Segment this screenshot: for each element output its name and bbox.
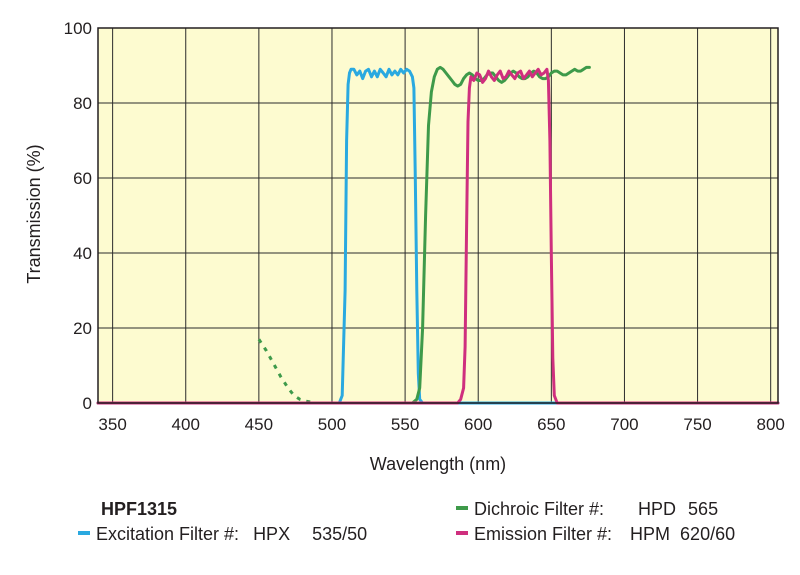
x-tick-labels: 350 400 450 500 550 600 650 700 750 800 — [98, 415, 784, 434]
x-tick-label-400: 400 — [172, 415, 200, 434]
x-tick-label-350: 350 — [98, 415, 126, 434]
y-axis-label: Transmission (%) — [24, 144, 44, 283]
legend-dichroic-prefix: HPD — [638, 499, 677, 519]
legend-emission-swatch — [456, 531, 468, 536]
plot-background — [98, 28, 778, 403]
legend-emission-value: 620/60 — [680, 524, 736, 544]
x-tick-label-750: 750 — [683, 415, 711, 434]
x-tick-label-600: 600 — [464, 415, 492, 434]
y-tick-label-100: 100 — [64, 19, 92, 38]
legend-title-text: HPF1315 — [101, 499, 178, 519]
series-line-1 — [96, 65, 591, 405]
axis-frame — [97, 27, 779, 404]
legend-emission: Emission Filter #: HPM 620/60 — [456, 524, 735, 545]
x-tick-label-450: 450 — [245, 415, 273, 434]
x-tick-label-500: 500 — [318, 415, 346, 434]
plot-area — [98, 28, 778, 403]
x-tick-label-650: 650 — [537, 415, 565, 434]
legend-excitation-prefix: HPX — [253, 524, 291, 544]
series-line-3 — [96, 67, 780, 405]
legend-dichroic-swatch — [456, 506, 468, 511]
legend-excitation-label: Excitation Filter #: — [96, 524, 240, 544]
x-axis-label: Wavelength (nm) — [370, 454, 506, 474]
legend-emission-label: Emission Filter #: — [474, 524, 613, 544]
y-tick-label-60: 60 — [73, 169, 92, 188]
series-line-0 — [96, 67, 780, 405]
chart-svg: 350 400 450 500 550 600 650 700 750 800 0 20 40 60 80… — [24, 19, 785, 474]
x-tick-label-550: 550 — [391, 415, 419, 434]
plot-frame — [97, 27, 779, 404]
legend-dichroic: Dichroic Filter #: HPD 565 — [456, 499, 718, 520]
y-tick-label-80: 80 — [73, 94, 92, 113]
y-tick-label-40: 40 — [73, 244, 92, 263]
y-tick-label-0: 0 — [83, 394, 92, 413]
legend-dichroic-value: 565 — [688, 499, 719, 519]
legend-excitation-value: 535/50 — [312, 524, 368, 544]
legend-excitation: Excitation Filter #: HPX 535/50 — [78, 524, 367, 545]
legend-title: HPF1315 — [101, 499, 177, 520]
series-group — [96, 65, 780, 405]
legend-dichroic-label: Dichroic Filter #: — [474, 499, 605, 519]
grid-lines — [98, 28, 778, 403]
y-tick-label-20: 20 — [73, 319, 92, 338]
x-tick-label-700: 700 — [610, 415, 638, 434]
y-tick-labels: 0 20 40 60 80 100 — [64, 19, 92, 413]
x-tick-label-800: 800 — [757, 415, 785, 434]
legend-excitation-swatch — [78, 531, 90, 536]
legend-emission-prefix: HPM — [630, 524, 671, 544]
